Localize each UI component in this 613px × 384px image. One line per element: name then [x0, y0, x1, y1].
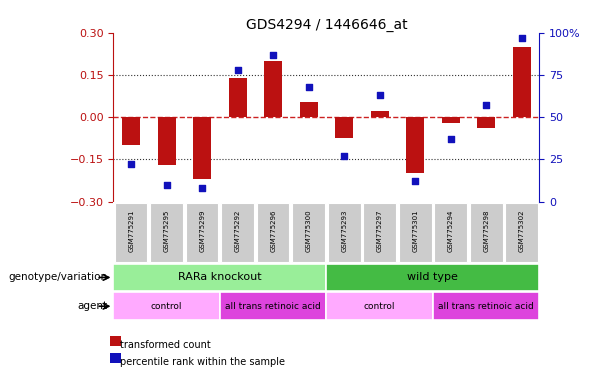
- Text: control: control: [151, 302, 183, 311]
- Text: GSM775297: GSM775297: [376, 210, 383, 252]
- Bar: [513, 47, 531, 117]
- Title: GDS4294 / 1446646_at: GDS4294 / 1446646_at: [246, 18, 407, 31]
- FancyBboxPatch shape: [435, 203, 467, 262]
- FancyBboxPatch shape: [328, 203, 360, 262]
- Bar: [371, 111, 389, 117]
- Text: GSM775296: GSM775296: [270, 210, 276, 252]
- FancyBboxPatch shape: [115, 203, 148, 262]
- Text: transformed count: transformed count: [120, 340, 210, 350]
- Text: genotype/variation: genotype/variation: [8, 272, 107, 283]
- Text: GSM775300: GSM775300: [306, 210, 311, 252]
- Text: GSM775294: GSM775294: [447, 210, 454, 252]
- Point: [126, 161, 136, 167]
- FancyBboxPatch shape: [327, 293, 433, 320]
- FancyBboxPatch shape: [470, 203, 503, 262]
- FancyBboxPatch shape: [113, 263, 327, 291]
- Point: [517, 35, 527, 41]
- FancyBboxPatch shape: [186, 203, 218, 262]
- Text: all trans retinoic acid: all trans retinoic acid: [438, 302, 534, 311]
- Point: [197, 185, 207, 191]
- FancyBboxPatch shape: [433, 293, 539, 320]
- FancyBboxPatch shape: [257, 203, 289, 262]
- Text: percentile rank within the sample: percentile rank within the sample: [120, 357, 284, 367]
- FancyBboxPatch shape: [364, 203, 396, 262]
- Bar: [406, 117, 424, 174]
- Text: GSM775295: GSM775295: [164, 210, 170, 252]
- Point: [162, 182, 172, 188]
- Bar: [264, 61, 282, 117]
- Text: GSM775298: GSM775298: [483, 210, 489, 252]
- FancyBboxPatch shape: [113, 293, 220, 320]
- FancyBboxPatch shape: [150, 203, 183, 262]
- Bar: [478, 117, 495, 128]
- Bar: [335, 117, 353, 138]
- Point: [268, 51, 278, 58]
- Text: GSM775302: GSM775302: [519, 210, 525, 252]
- Point: [233, 67, 243, 73]
- FancyBboxPatch shape: [221, 203, 254, 262]
- Bar: [193, 117, 211, 179]
- Point: [304, 84, 314, 90]
- Point: [446, 136, 455, 142]
- FancyBboxPatch shape: [327, 263, 539, 291]
- Bar: [300, 102, 318, 117]
- Text: GSM775293: GSM775293: [341, 210, 347, 252]
- Text: RARa knockout: RARa knockout: [178, 272, 262, 283]
- Point: [339, 153, 349, 159]
- Bar: [158, 117, 175, 165]
- FancyBboxPatch shape: [399, 203, 432, 262]
- Text: all trans retinoic acid: all trans retinoic acid: [226, 302, 321, 311]
- Bar: [442, 117, 460, 123]
- Text: GSM775291: GSM775291: [128, 210, 134, 252]
- Bar: [229, 78, 246, 117]
- Bar: [122, 117, 140, 145]
- FancyBboxPatch shape: [220, 293, 327, 320]
- Point: [410, 178, 420, 184]
- Text: agent: agent: [77, 301, 107, 311]
- Text: GSM775301: GSM775301: [412, 210, 418, 252]
- Text: GSM775299: GSM775299: [199, 210, 205, 252]
- FancyBboxPatch shape: [505, 203, 538, 262]
- Point: [481, 102, 491, 108]
- Point: [375, 92, 384, 98]
- Text: control: control: [364, 302, 395, 311]
- Text: GSM775292: GSM775292: [235, 210, 241, 252]
- FancyBboxPatch shape: [292, 203, 325, 262]
- Text: wild type: wild type: [408, 272, 459, 283]
